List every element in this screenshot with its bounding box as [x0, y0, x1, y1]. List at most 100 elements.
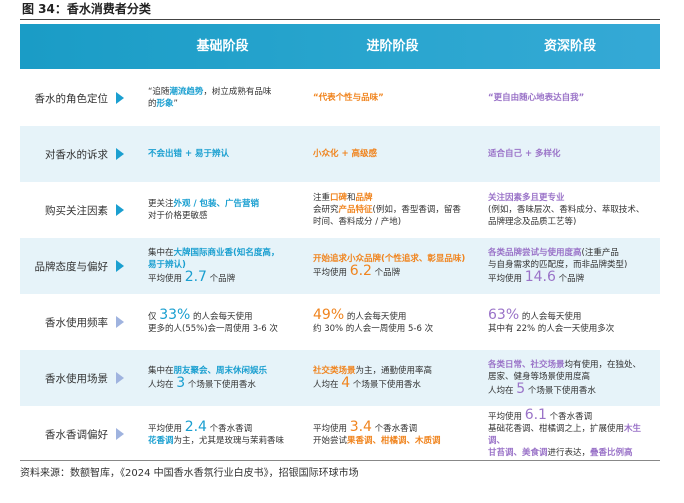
cell-line: 甘苔调、美食调进行表达，叠香比例高 — [488, 447, 656, 459]
text-segment: 品牌 — [355, 193, 373, 203]
text-segment: 潮流趋势 — [169, 87, 204, 97]
text-segment: 社交类场景 — [313, 366, 356, 376]
text-segment: 的人会每天使用 — [519, 312, 582, 322]
highlight-number: 6.2 — [349, 263, 372, 279]
highlight-number: 5 — [516, 381, 526, 397]
cell-line: 与自身需求的匹配度，而非品牌类型) — [488, 259, 656, 271]
text-segment: 个香水香调 — [371, 424, 418, 434]
rule — [20, 460, 660, 461]
text-segment: 基础花香调、柑橘调之上，扩展使用 — [488, 424, 625, 434]
source: 资料来源：数额智库，《2024 中国香水香氛行业白皮书》，招银国际环球市场 — [20, 468, 359, 479]
cell-line: 开始尝试果香调、柑橘调、木质调 — [313, 435, 476, 447]
cell-line: 仅 33% 的人会每天使用 — [148, 308, 301, 323]
text-segment: 平均使用 — [313, 424, 350, 434]
cell-line: 更关注外观 / 包装、广告营销 — [148, 198, 301, 210]
text-segment: (例如，香型香调，留香 — [372, 205, 461, 215]
rule — [20, 19, 660, 20]
text-segment: 约 30% 的人会一周使用 5-6 次 — [313, 324, 434, 334]
column-header: 资深阶段 — [543, 39, 596, 54]
table-cell: 关注因素多且更专业 (例如，香味层次、香料成分、萃取技术、 品牌理念及品质工艺等) — [488, 182, 656, 238]
text-segment: 平均使用 — [148, 274, 185, 284]
text-segment: 人均在 — [313, 380, 342, 390]
cell-line: 居家、健身等场景使用度高 — [488, 371, 656, 383]
text-segment: 集中在 — [148, 248, 174, 258]
text-segment: ” — [173, 99, 178, 109]
text-segment: 平均使用 — [313, 268, 350, 278]
highlight-number: 4 — [341, 375, 351, 391]
table-cell: 仅 33% 的人会每天使用 更多的人(55%)会一周使用 3-6 次 — [148, 294, 301, 350]
text-segment: 个品牌 — [206, 274, 236, 284]
cell-line: 集中在朋友聚会、周末休闲娱乐 — [148, 365, 301, 377]
cell-line: 关注因素多且更专业 — [488, 192, 656, 204]
cell-line: 平均使用 3.4 个香水香调 — [313, 420, 476, 435]
arrow-icon — [116, 260, 124, 272]
text-segment: 更多的人(55%)会一周使用 3-6 次 — [148, 324, 278, 334]
text-segment: 果香调、柑橘调、木质调 — [347, 436, 441, 446]
cell-line: 平均使用 6.2 个品牌 — [313, 263, 476, 279]
text-segment: 叠香比例高 — [590, 448, 633, 458]
table-row: 品牌态度与偏好 集中在大牌国际商业香(知名度高， 易于辨认) 平均使用 2.7 个品牌… — [20, 238, 660, 294]
text-segment: 时间、香料成分 / 产地) — [313, 217, 402, 227]
highlight-number: 2.7 — [184, 269, 207, 285]
text-segment: 各类品牌尝试与使用度高 — [488, 248, 582, 258]
text-segment: 平均使用 — [488, 274, 525, 284]
row-label-text: 香水使用频率 — [45, 316, 108, 329]
text-segment: 与自身需求的匹配度，而非品牌类型) — [488, 260, 628, 270]
cell-line: 小众化 + 高级感 — [313, 148, 476, 160]
table-cell: 社交类场景为主，通勤使用率高人均在 4 个场景下使用香水 — [313, 350, 476, 406]
cell-line: 平均使用 14.6 个品牌 — [488, 270, 656, 285]
text-segment: 个场景下使用香水 — [350, 380, 421, 390]
cell-line: 各类品牌尝试与使用度高(注重产品 — [488, 247, 656, 259]
highlight-number: 49% — [313, 307, 345, 323]
cell-line: 人均在 5 个场景下使用香水 — [488, 381, 656, 397]
highlight-number: 2.4 — [184, 419, 207, 435]
text-segment: ，树立成熟有品味 — [203, 87, 272, 97]
cell-line: 易于辨认) — [148, 259, 301, 271]
cell-line: 花香调为主，尤其是玫瑰与茉莉香味 — [148, 435, 301, 447]
cell-line: “追随潮流趋势，树立成熟有品味 — [148, 86, 301, 98]
text-segment: 个品牌 — [555, 274, 585, 284]
text-segment: “追随 — [148, 87, 170, 97]
arrow-icon — [116, 204, 124, 216]
row-label-text: 购买关注因素 — [45, 204, 108, 217]
text-segment: 开始尝试 — [313, 436, 348, 446]
row-label: 购买关注因素 — [20, 182, 108, 238]
cell-line: 注重口碑和品牌 — [313, 192, 476, 204]
text-segment: 人均在 — [488, 386, 517, 396]
text-segment: 平均使用 — [148, 424, 185, 434]
text-segment: (注重产品 — [581, 248, 619, 258]
table-cell: 各类品牌尝试与使用度高(注重产品 与自身需求的匹配度，而非品牌类型) 平均使用 14… — [488, 238, 656, 294]
text-segment: 平均使用 — [488, 412, 525, 422]
cell-line: “代表个性与品味” — [313, 92, 476, 104]
text-segment: 居家、健身等场景使用度高 — [488, 372, 591, 382]
table-cell: 开始追求小众品牌(个性追求、彰显品味) 平均使用 6.2 个品牌 — [313, 238, 476, 294]
table-cell: 集中在大牌国际商业香(知名度高， 易于辨认) 平均使用 2.7 个品牌 — [148, 238, 301, 294]
text-segment: 个香水香调 — [546, 412, 593, 422]
highlight-number: 3 — [176, 375, 186, 391]
text-segment: 注重 — [313, 193, 331, 203]
text-segment: 小众化 + 高级感 — [313, 149, 378, 159]
cell-line: 平均使用 6.1 个香水香调 — [488, 408, 656, 423]
text-segment: (例如，香味层次、香料成分、萃取技术、 — [488, 205, 645, 215]
cell-line: 的形象” — [148, 98, 301, 110]
text-segment: 人均在 — [148, 380, 177, 390]
row-label: 香水使用场景 — [20, 350, 108, 406]
row-label-text: 香水香调偏好 — [45, 428, 108, 441]
arrow-icon — [116, 148, 124, 160]
cell-line: 其中有 22% 的人会一天使用多次 — [488, 323, 656, 335]
text-segment: 为主，通勤使用率高 — [355, 366, 433, 376]
cell-line: 不会出错 + 易于辨认 — [148, 148, 301, 160]
table-cell: 适合自己 + 多样化 — [488, 126, 656, 182]
figure-title: 图 34：香水消费者分类 — [22, 2, 151, 16]
text-segment: 木生调、 — [488, 424, 642, 446]
text-segment: 产品特征 — [338, 205, 373, 215]
text-segment: 和 — [347, 193, 356, 203]
text-segment: 的 — [148, 99, 157, 109]
cell-line: 63% 的人会每天使用 — [488, 308, 656, 323]
table-row: 香水香调偏好 平均使用 2.4 个香水香调 花香调为主，尤其是玫瑰与茉莉香味 平均使用… — [20, 406, 660, 462]
text-segment: “更自由随心地表达自我” — [488, 93, 585, 103]
cell-line: “更自由随心地表达自我” — [488, 92, 656, 104]
text-segment: 个香水香调 — [206, 424, 253, 434]
table-row: 香水的角色定位 “追随潮流趋势，树立成熟有品味 的形象” “代表个性与品味” “更自由随… — [20, 70, 660, 126]
